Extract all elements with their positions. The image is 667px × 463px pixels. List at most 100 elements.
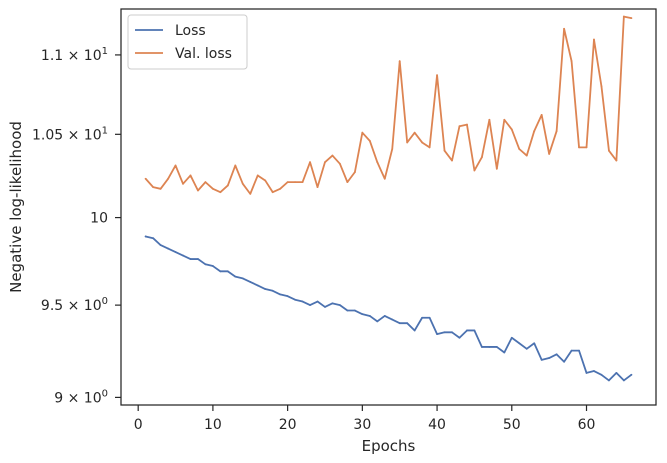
data-point-val-loss [197,189,199,192]
data-point-loss [578,349,580,352]
data-point-loss [241,277,244,280]
data-point-loss [473,329,476,332]
data-point-loss [182,254,184,257]
data-point-loss [212,265,214,267]
y-axis-label: Negative log-likelihood [7,121,25,293]
data-point-loss [428,316,431,319]
data-point-loss [301,300,304,303]
data-point-loss [518,342,521,345]
data-point-val-loss [600,85,603,88]
data-point-loss [316,300,319,303]
data-point-loss [309,304,311,307]
data-point-val-loss [256,174,259,177]
y-tick-label: 1.05 × 101 [32,125,108,143]
data-point-val-loss [264,179,267,182]
data-point-loss [510,336,513,339]
data-point-loss [368,315,371,317]
data-point-loss [331,302,334,305]
data-point-val-loss [182,182,184,185]
data-point-loss [286,295,289,298]
data-point-loss [608,379,610,382]
data-point-val-loss [563,27,565,30]
data-point-val-loss [152,186,155,189]
data-point-val-loss [271,191,274,194]
data-point-loss [585,372,588,374]
x-axis-label: Epochs [362,437,416,455]
data-point-loss [466,329,468,332]
data-point-val-loss [346,181,349,184]
data-point-loss [495,346,498,348]
series-line-val-loss [144,15,633,195]
data-point-val-loss [339,162,341,165]
data-point-loss [398,322,401,325]
y-tick-label: 10 [90,211,108,227]
data-point-loss [443,331,446,334]
data-point-loss [249,281,252,283]
data-point-val-loss [525,154,528,157]
data-point-loss [159,244,162,247]
data-point-val-loss [608,149,610,152]
data-point-loss [376,320,379,323]
data-point-val-loss [376,161,379,164]
data-point-val-loss [159,187,162,190]
data-point-val-loss [286,181,289,184]
data-point-loss [481,346,483,348]
x-tick-label: 40 [428,417,446,433]
data-point-loss [503,351,506,354]
data-point-val-loss [398,60,401,63]
data-point-loss [256,284,259,287]
data-point-loss [174,251,177,253]
x-tick-label: 50 [503,417,521,433]
data-point-val-loss [294,181,296,184]
x-tick-label: 0 [134,417,143,433]
data-point-val-loss [593,38,595,41]
data-point-val-loss [570,60,573,63]
data-point-loss [525,347,528,350]
data-point-val-loss [219,191,222,194]
data-point-loss [167,247,169,250]
data-point-loss [264,288,267,290]
data-point-loss [204,263,207,266]
data-point-loss [346,309,349,312]
y-axis-ticks: 9 × 100 9.5 × 100 10 1.05 × 101 1.1 × 101 [32,46,121,406]
data-point-loss [533,342,536,345]
data-point-loss [271,289,274,292]
data-point-loss [226,270,229,273]
data-point-loss [421,316,424,319]
data-point-val-loss [436,74,438,77]
legend-box [127,14,248,70]
data-point-loss [219,270,222,273]
data-point-val-loss [204,181,207,184]
data-point-loss [555,353,558,356]
data-point-val-loss [189,174,192,177]
data-point-val-loss [488,118,491,121]
data-point-val-loss [548,153,551,155]
data-point-val-loss [510,128,513,131]
data-point-val-loss [503,118,506,121]
x-tick-label: 60 [578,417,596,433]
y-tick-label: 9 × 100 [54,388,108,406]
data-point-loss [540,358,543,361]
x-tick-label: 30 [353,417,371,433]
series-layer [144,15,633,382]
data-point-val-loss [481,156,483,159]
data-point-val-loss [234,164,237,167]
data-point-val-loss [421,141,424,144]
data-point-loss [383,315,386,317]
data-point-loss [451,331,453,334]
data-point-val-loss [144,177,147,180]
y-tick-label: 9.5 × 100 [41,296,108,314]
data-point-val-loss [301,181,304,184]
data-point-val-loss [585,146,588,149]
data-point-loss [622,379,625,382]
data-point-val-loss [630,17,633,19]
data-point-val-loss [279,187,282,190]
data-point-loss [279,293,282,296]
data-point-val-loss [324,161,326,164]
legend: Loss Val. loss [127,14,248,70]
data-point-loss [197,258,199,260]
plot-frame [120,8,657,406]
data-point-val-loss [361,131,364,134]
data-point-val-loss [309,161,311,164]
data-point-loss [406,322,409,325]
